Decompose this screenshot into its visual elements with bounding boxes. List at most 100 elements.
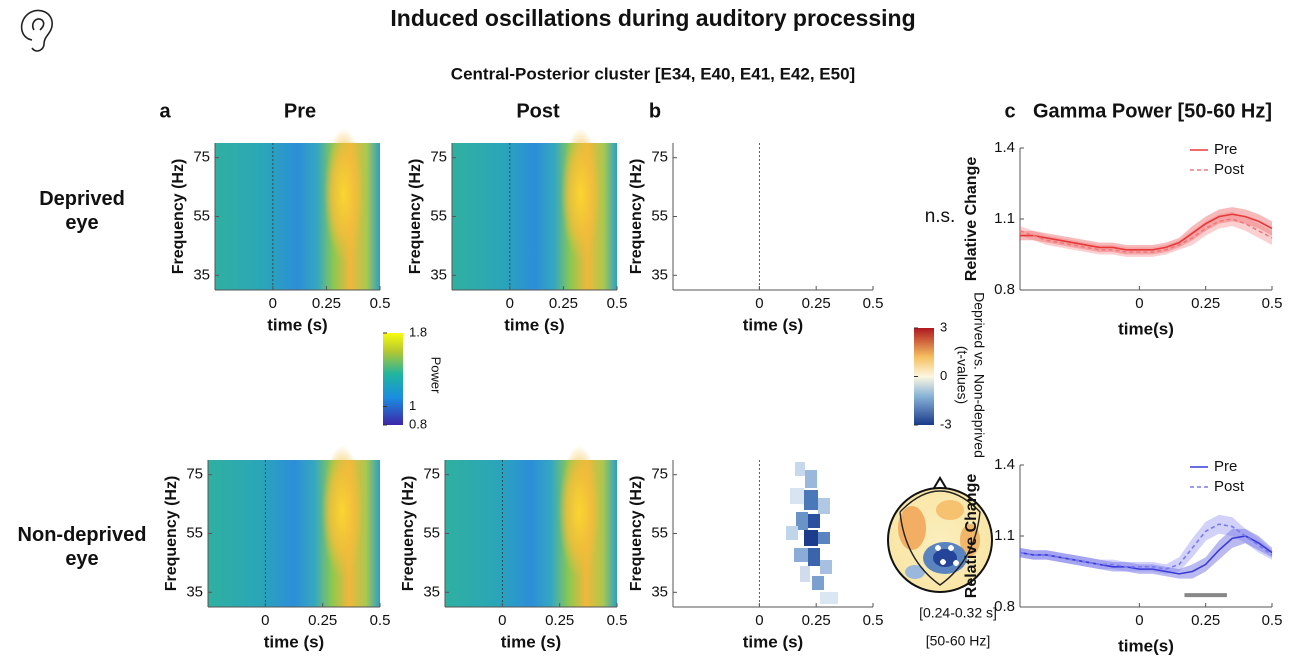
- x-tick-label: 0.25: [802, 295, 831, 312]
- legend-label: Post: [1214, 161, 1245, 178]
- error-band: [1020, 528, 1272, 579]
- colorbar-tick-label: 1.8: [409, 324, 427, 339]
- y-tick-label: 35: [651, 266, 668, 283]
- y-tick-label: 55: [430, 207, 447, 224]
- x-tick-label: 0.5: [607, 295, 628, 312]
- x-tick-label: 0: [261, 612, 269, 629]
- row-label: Non-deprived eye: [18, 524, 147, 570]
- chart-title: Gamma Power [50-60 Hz]: [1033, 100, 1272, 122]
- y-tick-label: 1.4: [994, 139, 1015, 156]
- x-tick-label: 0.25: [545, 612, 574, 629]
- colorbar-label: Power: [429, 357, 444, 395]
- column-title: Post: [516, 100, 560, 122]
- y-tick-label: 35: [651, 583, 668, 600]
- series-line: [1019, 218, 1273, 253]
- x-axis-label: time (s): [264, 632, 324, 651]
- x-tick-label: 0.5: [1262, 612, 1283, 629]
- y-tick-label: 0.8: [994, 281, 1015, 298]
- legend-label: Post: [1214, 478, 1245, 495]
- x-tick-label: 0: [755, 295, 763, 312]
- y-axis-label: Relative Change: [963, 474, 980, 599]
- x-tick-label: 0.25: [308, 612, 337, 629]
- error-band: [1020, 514, 1272, 574]
- y-tick-label: 55: [423, 524, 440, 541]
- annotation: [0.24-0.32 s]: [919, 605, 997, 621]
- x-tick-label: 0.25: [549, 295, 578, 312]
- y-axis-label: Frequency (Hz): [400, 476, 417, 592]
- y-tick-label: 55: [193, 207, 210, 224]
- error-band: [1020, 207, 1272, 255]
- x-axis-label: time (s): [743, 315, 803, 334]
- colorbar: [914, 328, 934, 425]
- y-tick-label: 75: [186, 466, 203, 483]
- x-tick-label: 0.5: [370, 295, 391, 312]
- x-tick-label: 0.25: [1191, 612, 1220, 629]
- x-axis-label: time (s): [267, 315, 327, 334]
- panel-label: c: [1004, 100, 1015, 122]
- y-axis-label: Relative Change: [963, 157, 980, 282]
- x-tick-label: 0.5: [1262, 295, 1283, 312]
- annotation: n.s.: [925, 206, 956, 227]
- colorbar-tick-label: 1: [409, 398, 416, 413]
- x-tick-label: 0.25: [312, 295, 341, 312]
- x-tick-label: 0.5: [370, 612, 391, 629]
- y-tick-label: 0.8: [994, 598, 1015, 615]
- x-tick-label: 0.25: [802, 612, 831, 629]
- x-tick-label: 0: [269, 295, 277, 312]
- y-axis-label: Frequency (Hz): [628, 476, 645, 592]
- y-axis-label: Frequency (Hz): [163, 476, 180, 592]
- legend-label: Pre: [1214, 458, 1237, 475]
- x-tick-label: 0: [1135, 295, 1143, 312]
- y-tick-label: 75: [193, 149, 210, 166]
- y-tick-label: 75: [651, 466, 668, 483]
- x-axis-label: time (s): [504, 315, 564, 334]
- y-tick-label: 75: [423, 466, 440, 483]
- heatmap-hotspot: [560, 128, 601, 261]
- topomap: [887, 476, 993, 593]
- stat-patches: [786, 462, 838, 604]
- colorbar-label: Deprived vs. Non-deprived(t-values): [955, 292, 988, 458]
- colorbar-tick-label: 0.8: [409, 416, 427, 431]
- error-band: [1020, 211, 1272, 257]
- y-tick-label: 55: [651, 524, 668, 541]
- y-tick-label: 35: [193, 266, 210, 283]
- x-tick-label: 0: [1135, 612, 1143, 629]
- y-axis-label: Frequency (Hz): [628, 159, 645, 275]
- y-tick-label: 1.4: [994, 456, 1015, 473]
- x-axis-label: time (s): [743, 632, 803, 651]
- annotation: [50-60 Hz]: [926, 633, 991, 649]
- x-tick-label: 0: [755, 612, 763, 629]
- title: Induced oscillations during auditory pro…: [390, 5, 915, 31]
- panel-label: a: [159, 100, 171, 122]
- y-tick-label: 55: [651, 207, 668, 224]
- y-tick-label: 35: [186, 583, 203, 600]
- x-tick-label: 0.5: [863, 612, 884, 629]
- heatmap-hotspot: [323, 128, 364, 261]
- y-axis-label: Frequency (Hz): [170, 159, 187, 275]
- x-axis-label: time(s): [1118, 319, 1174, 338]
- colorbar-tick-label: 3: [940, 319, 947, 334]
- column-title: Pre: [284, 100, 316, 122]
- subtitle: Central-Posterior cluster [E34, E40, E41…: [451, 64, 855, 83]
- y-tick-label: 1.1: [994, 210, 1015, 227]
- row-label: Deprived eye: [39, 188, 125, 234]
- panel-label: b: [649, 100, 661, 122]
- y-tick-label: 1.1: [994, 527, 1015, 544]
- y-tick-label: 55: [186, 524, 203, 541]
- colorbar: [383, 333, 403, 425]
- series-line: [1019, 523, 1273, 570]
- y-axis-label: Frequency (Hz): [407, 159, 424, 275]
- x-tick-label: 0.5: [863, 295, 884, 312]
- y-tick-label: 75: [651, 149, 668, 166]
- x-tick-label: 0: [498, 612, 506, 629]
- heatmap-hotspot: [558, 445, 600, 578]
- y-tick-label: 35: [430, 266, 447, 283]
- ear-icon: [20, 9, 53, 52]
- legend-label: Pre: [1214, 141, 1237, 158]
- series-line: [1020, 213, 1273, 251]
- x-axis-label: time(s): [1118, 636, 1174, 655]
- colorbar-tick-label: -3: [940, 416, 952, 431]
- x-tick-label: 0.5: [607, 612, 628, 629]
- y-tick-label: 35: [423, 583, 440, 600]
